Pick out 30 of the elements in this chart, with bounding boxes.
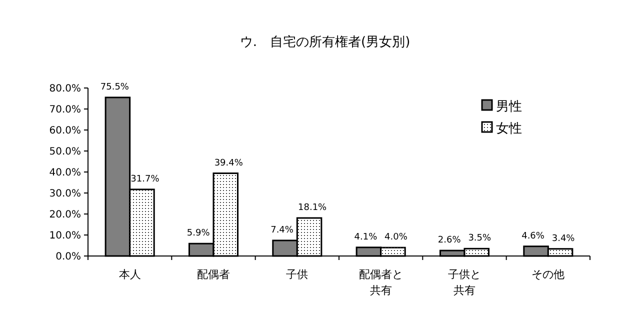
data-label: 4.0% bbox=[384, 232, 408, 243]
legend-label: 男性 bbox=[496, 100, 522, 115]
y-tick-label: 50.0% bbox=[49, 146, 81, 158]
y-tick-label: 70.0% bbox=[49, 104, 81, 116]
data-label: 3.5% bbox=[468, 234, 492, 244]
data-label: 2.6% bbox=[438, 236, 462, 246]
x-tick-label: その他 bbox=[532, 268, 565, 281]
x-tick-label: 配偶者 bbox=[197, 268, 230, 281]
y-tick-label: 20.0% bbox=[49, 210, 81, 220]
x-tick-label: 本人 bbox=[118, 268, 141, 281]
y-tick-label: 40.0% bbox=[49, 168, 81, 178]
chart-title: ウ. 自宅の所有権者(男女別) bbox=[240, 34, 410, 50]
data-label: 75.5% bbox=[100, 82, 130, 92]
y-tick-label: 0.0% bbox=[56, 252, 81, 262]
data-label: 5.9% bbox=[186, 228, 210, 239]
y-tick-label: 10.0% bbox=[49, 230, 81, 242]
data-label: 31.7% bbox=[130, 174, 160, 184]
data-label: 18.1% bbox=[298, 202, 328, 213]
y-tick-label: 80.0% bbox=[49, 84, 81, 94]
x-tick-label: 子供と共有 bbox=[448, 268, 481, 297]
data-label: 3.4% bbox=[552, 234, 576, 244]
data-label: 7.4% bbox=[270, 225, 294, 236]
legend-label: 女性 bbox=[496, 122, 522, 137]
x-tick-label: 子供 bbox=[286, 268, 308, 281]
y-tick-label: 60.0% bbox=[49, 126, 81, 136]
y-tick-label: 30.0% bbox=[49, 188, 81, 200]
data-label: 4.1% bbox=[354, 232, 378, 242]
x-tick-label: 配偶者と共有 bbox=[358, 268, 403, 297]
data-label: 39.4% bbox=[214, 158, 244, 168]
data-label: 4.6% bbox=[522, 231, 545, 242]
